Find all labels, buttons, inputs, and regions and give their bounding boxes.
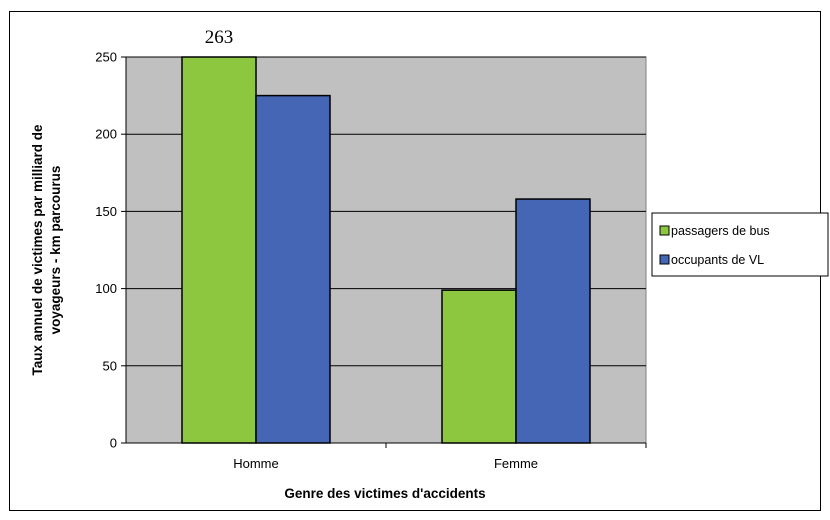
y-tick-label: 150 (95, 204, 117, 219)
legend-box (651, 212, 829, 277)
legend-swatch-occupants-de-vl (659, 254, 670, 265)
bar (441, 289, 517, 444)
x-tick-label: Homme (233, 456, 279, 471)
bar (181, 56, 257, 444)
x-tick-label: Femme (494, 456, 538, 471)
legend-label-passagers-de-bus: passagers de bus (671, 224, 770, 238)
y-tick-label: 250 (95, 50, 117, 65)
legend-swatch-passagers-de-bus (659, 225, 670, 236)
y-tick-label: 0 (110, 436, 117, 451)
legend: passagers de bus occupants de VL (651, 212, 829, 277)
data-label: 263 (205, 27, 234, 48)
y-axis-title-line-1: Taux annuel de victimes par milliard de (30, 124, 45, 376)
legend-label-occupants-de-vl: occupants de VL (671, 253, 764, 267)
y-tick-label: 100 (95, 281, 117, 296)
y-tick-label: 50 (103, 358, 117, 373)
x-axis-title: Genre des victimes d'accidents (284, 486, 485, 501)
bar (255, 94, 331, 444)
y-axis-title-line-2: voyageurs - km parcourus (48, 166, 63, 335)
bar (515, 198, 591, 444)
y-tick-label: 200 (95, 127, 117, 142)
